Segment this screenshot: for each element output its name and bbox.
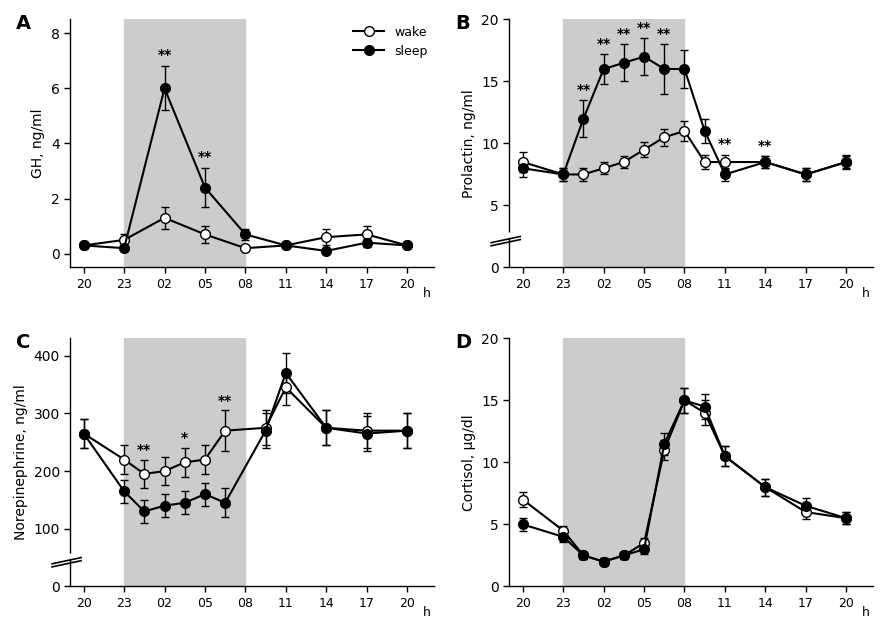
Y-axis label: Cortisol, μg/dl: Cortisol, μg/dl bbox=[462, 414, 475, 510]
Bar bbox=[124, 338, 245, 586]
Y-axis label: GH, ng/ml: GH, ng/ml bbox=[31, 109, 45, 178]
Text: h: h bbox=[423, 606, 431, 619]
Text: **: ** bbox=[616, 27, 630, 41]
Text: B: B bbox=[455, 15, 469, 33]
Bar bbox=[563, 20, 684, 268]
Y-axis label: Prolactin, ng/ml: Prolactin, ng/ml bbox=[462, 89, 475, 198]
Text: **: ** bbox=[157, 49, 172, 62]
Text: **: ** bbox=[198, 150, 212, 164]
Text: h: h bbox=[861, 606, 869, 619]
Text: **: ** bbox=[576, 83, 590, 97]
Text: **: ** bbox=[717, 138, 731, 151]
Text: C: C bbox=[16, 333, 30, 352]
Text: h: h bbox=[861, 287, 869, 300]
Text: h: h bbox=[423, 287, 431, 300]
Bar bbox=[124, 20, 245, 268]
Text: D: D bbox=[455, 333, 470, 352]
Text: *: * bbox=[181, 431, 188, 445]
Text: A: A bbox=[16, 15, 31, 33]
Text: **: ** bbox=[758, 139, 772, 153]
Text: **: ** bbox=[636, 21, 650, 35]
Text: **: ** bbox=[218, 394, 232, 408]
Bar bbox=[563, 338, 684, 586]
Text: **: ** bbox=[596, 37, 610, 51]
Legend: wake, sleep: wake, sleep bbox=[353, 26, 427, 58]
Text: **: ** bbox=[137, 443, 152, 457]
Text: **: ** bbox=[657, 27, 671, 41]
Y-axis label: Norepinephrine, ng/ml: Norepinephrine, ng/ml bbox=[14, 384, 27, 540]
